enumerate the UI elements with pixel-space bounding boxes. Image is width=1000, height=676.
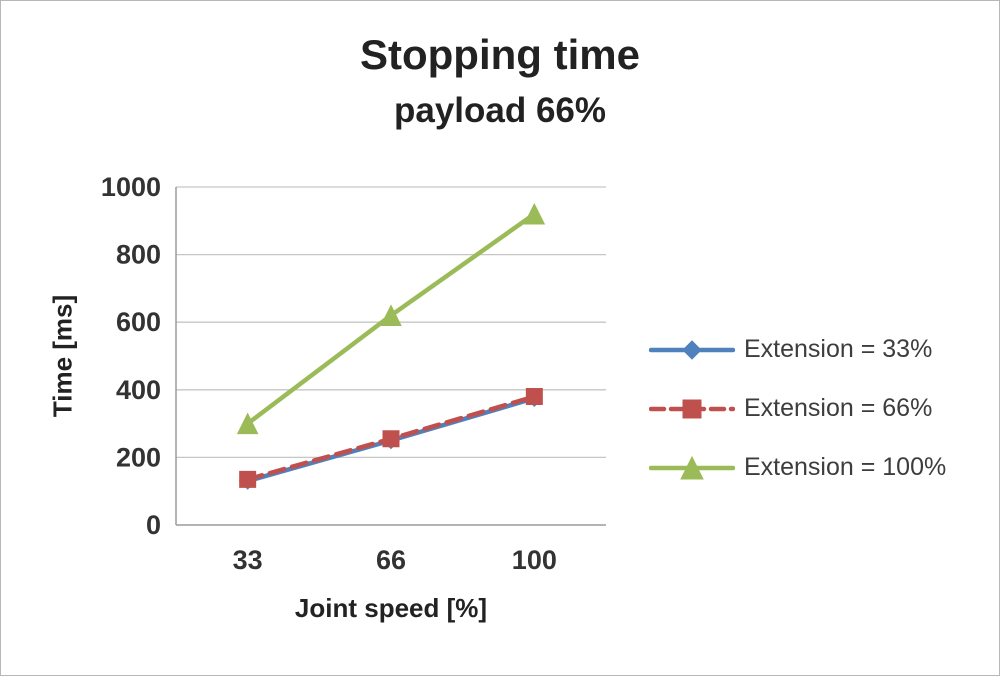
y-axis-title: Time [ms] — [47, 294, 78, 418]
data-point-marker — [525, 388, 543, 406]
y-tick-label: 1000 — [101, 172, 161, 202]
legend-label: Extension = 100% — [744, 453, 947, 481]
y-tick-label: 200 — [116, 442, 161, 472]
data-point-marker — [380, 304, 402, 326]
legend-item-extension-66: Extension = 66% — [649, 394, 946, 423]
legend-label: Extension = 33% — [744, 335, 933, 363]
data-point-marker — [382, 430, 400, 448]
x-axis-title: Joint speed [%] — [294, 593, 488, 623]
legend-marker-extension-33 — [649, 339, 735, 360]
x-tick-label: 66 — [376, 545, 406, 575]
chart-title: Stopping time — [360, 31, 640, 78]
legend-label: Extension = 66% — [744, 394, 933, 422]
y-tick-label: 600 — [116, 307, 161, 337]
y-tick-label: 400 — [116, 375, 161, 405]
legend-item-extension-33: Extension = 33% — [649, 335, 946, 364]
x-tick-label: 33 — [233, 545, 263, 575]
y-tick-label: 0 — [146, 510, 161, 540]
legend: Extension = 33% Extension = 66% Extensio… — [649, 335, 946, 482]
data-point-marker — [239, 470, 257, 488]
chart-subtitle: payload 66% — [393, 91, 607, 130]
legend-marker-shape — [680, 455, 704, 479]
x-tick-label: 100 — [512, 545, 557, 575]
legend-marker-shape — [682, 399, 702, 418]
y-tick-label: 800 — [116, 240, 161, 270]
legend-marker-extension-66 — [649, 399, 735, 418]
data-point-marker — [523, 202, 546, 225]
legend-marker-shape — [682, 339, 702, 360]
legend-item-extension-100: Extension = 100% — [649, 453, 946, 482]
legend-marker-extension-100 — [649, 455, 735, 479]
data-point-marker — [236, 412, 259, 435]
